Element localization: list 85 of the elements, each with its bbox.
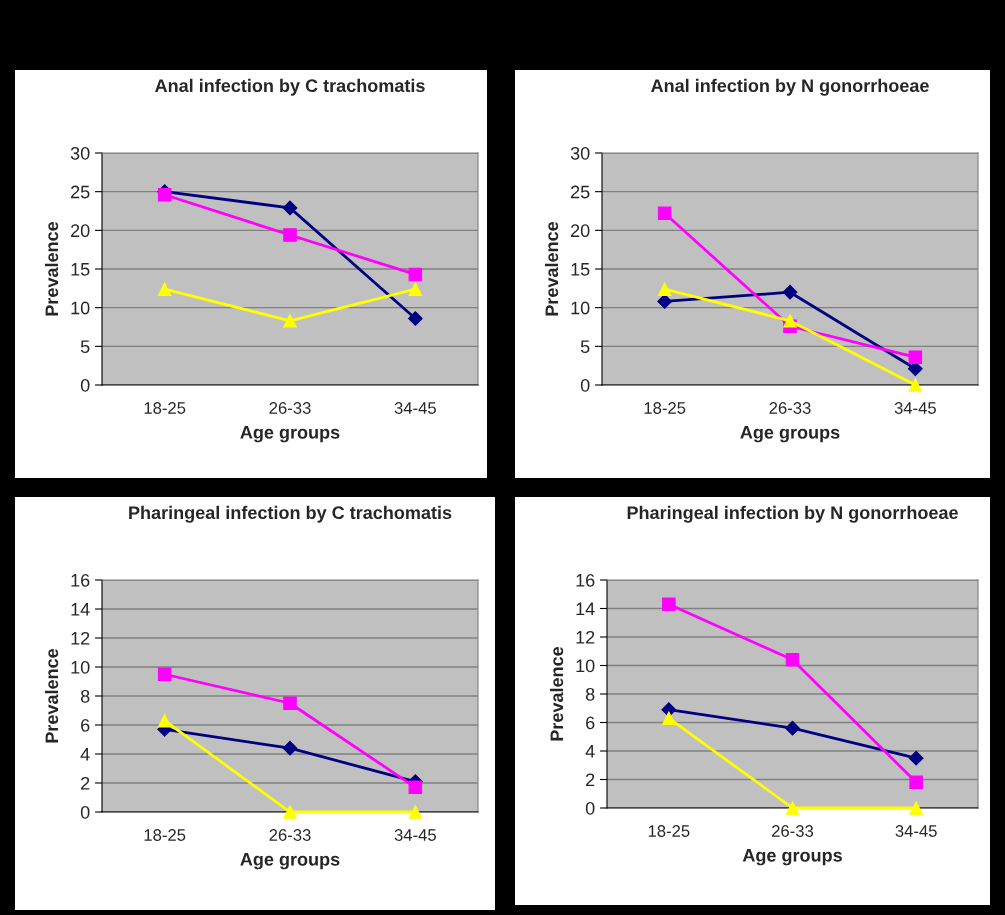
point [283, 805, 297, 819]
point [662, 597, 676, 611]
x-tick-label: 26-33 [772, 825, 814, 837]
y-tick-label: 12 [71, 631, 90, 645]
point [908, 350, 923, 364]
y-tick-label: 14 [71, 603, 90, 616]
y-axis-title: Prevalence [44, 221, 59, 316]
point [282, 200, 298, 216]
point [657, 282, 672, 296]
y-tick-label: 16 [576, 573, 595, 587]
point [662, 711, 676, 725]
y-tick-label: 20 [571, 224, 590, 238]
point [283, 696, 297, 711]
point [407, 311, 423, 326]
y-tick-label: 10 [71, 301, 90, 315]
point [282, 740, 298, 756]
x-axis-title: Age groups [240, 853, 340, 870]
y-tick-label: 4 [80, 748, 90, 761]
chart-title: Pharingeal infection by C trachomatis [129, 505, 452, 523]
x-tick-label: 18-25 [648, 825, 690, 837]
point [157, 713, 172, 728]
y-tick-label: 5 [80, 340, 90, 354]
x-tick-label: 26-33 [769, 402, 811, 414]
chart-title: Anal infection by N gonorrhoeae [651, 78, 929, 96]
y-tick-label: 6 [586, 716, 595, 730]
point [783, 314, 797, 328]
point [408, 282, 423, 296]
y-tick-label: 15 [571, 263, 590, 276]
x-axis-title: Age groups [240, 426, 340, 443]
y-tick-label: 0 [585, 801, 595, 815]
chart-title: Pharingeal infection by N gonorrhoeae [627, 505, 958, 523]
x-axis-title: Age groups [740, 426, 840, 443]
x-tick-label: 26-33 [269, 829, 311, 841]
x-tick-label: 34-45 [394, 829, 436, 841]
point [408, 780, 423, 795]
y-axis-title: Prevalence [44, 648, 59, 743]
x-tick-label: 18-25 [644, 402, 686, 414]
point [785, 720, 800, 736]
point [657, 206, 672, 221]
y-tick-label: 10 [576, 659, 595, 673]
point [657, 294, 673, 309]
y-tick-label: 15 [71, 263, 90, 276]
y-tick-label: 25 [71, 185, 90, 199]
y-tick-label: 16 [71, 573, 90, 587]
y-tick-label: 30 [70, 146, 90, 160]
point [157, 282, 172, 296]
y-tick-label: 5 [580, 340, 590, 354]
point [157, 667, 172, 682]
x-tick-label: 34-45 [394, 402, 436, 414]
y-tick-label: 2 [586, 773, 595, 787]
y-axis-title: Prevalence [544, 221, 559, 316]
chart-title: Anal infection by C trachomatis [155, 78, 425, 96]
point [408, 805, 423, 819]
x-tick-label: 34-45 [894, 402, 936, 414]
x-axis-title: Age groups [742, 849, 842, 866]
y-tick-label: 8 [80, 689, 90, 703]
y-tick-label: 12 [576, 630, 595, 644]
point [283, 228, 297, 242]
y-tick-label: 30 [570, 146, 590, 160]
y-tick-label: 25 [571, 185, 590, 199]
point [785, 801, 800, 815]
point [909, 775, 923, 790]
point [283, 314, 297, 328]
point [908, 750, 924, 766]
y-tick-label: 10 [71, 660, 90, 674]
x-tick-label: 34-45 [895, 825, 937, 837]
point [785, 653, 800, 667]
x-tick-label: 26-33 [269, 402, 311, 414]
y-axis-title: Prevalence [549, 646, 564, 741]
y-tick-label: 14 [576, 602, 595, 616]
y-tick-label: 0 [580, 378, 590, 392]
x-tick-label: 18-25 [144, 402, 186, 414]
point [408, 267, 423, 282]
y-tick-label: 2 [81, 776, 90, 790]
y-tick-label: 8 [585, 687, 595, 701]
y-tick-label: 0 [80, 378, 90, 392]
point [909, 801, 923, 815]
y-tick-label: 4 [585, 745, 595, 758]
x-tick-label: 18-25 [144, 829, 186, 841]
y-tick-label: 20 [71, 224, 90, 238]
y-tick-label: 0 [80, 805, 90, 819]
y-tick-label: 10 [571, 301, 590, 315]
point [908, 378, 923, 392]
y-tick-label: 6 [81, 718, 90, 732]
point [782, 284, 798, 300]
